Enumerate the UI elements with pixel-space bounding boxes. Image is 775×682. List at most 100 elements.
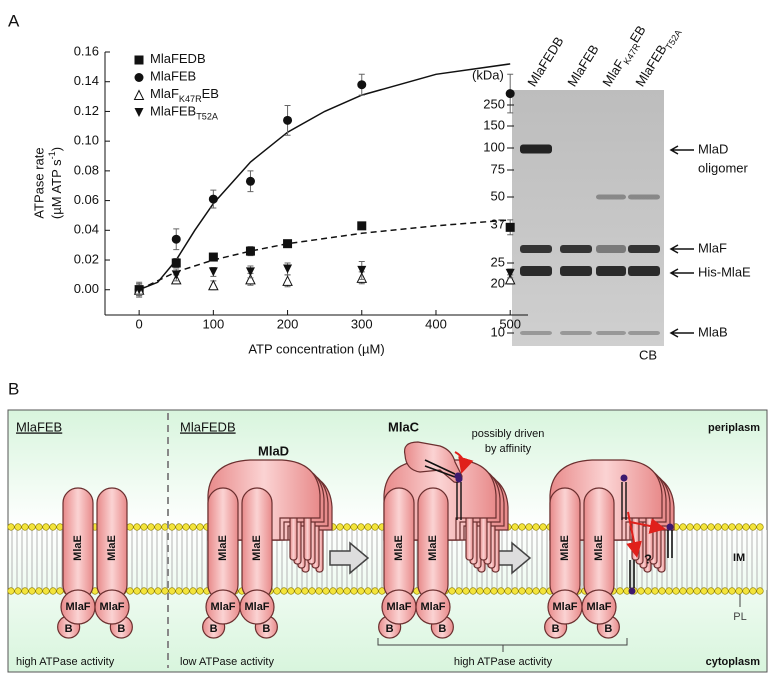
mlaF-label: MlaF — [552, 601, 577, 613]
lipid-head — [756, 523, 764, 531]
label-part: T52A — [196, 112, 219, 122]
lipid-head — [49, 523, 57, 531]
point — [505, 222, 515, 232]
mlaE-label: MlaE — [72, 535, 84, 561]
lipid-head — [644, 587, 652, 595]
band — [520, 144, 552, 154]
band — [596, 266, 626, 276]
mlaF-label: MlaF — [210, 601, 235, 613]
x-tick-label: 300 — [351, 316, 373, 331]
lipid-head — [350, 587, 358, 595]
lipid-head — [525, 587, 533, 595]
point — [357, 80, 367, 90]
lipid-head — [49, 587, 57, 595]
lipid-head — [735, 587, 743, 595]
mlaF-label: MlaF — [244, 601, 269, 613]
lipid-head — [14, 587, 22, 595]
lipid-head — [35, 587, 43, 595]
y-tick-label: 0.04 — [74, 222, 99, 237]
lipid-head — [35, 523, 43, 531]
lipid-head — [357, 523, 365, 531]
lipid-head — [168, 523, 176, 531]
lipid-head — [7, 523, 15, 531]
lipid-head — [336, 587, 344, 595]
gel-bands — [520, 144, 660, 335]
lipid-head — [140, 523, 148, 531]
band-arrow — [669, 268, 694, 278]
lipid-head — [154, 523, 162, 531]
y-tick-label: 0.02 — [74, 251, 99, 266]
red-arrow — [626, 511, 642, 558]
point — [245, 176, 255, 186]
lipid-head — [721, 523, 729, 531]
x-tick-label: 400 — [425, 316, 447, 331]
lipid-head — [749, 523, 757, 531]
label-part: MlaFEB — [565, 42, 602, 89]
lipid-head — [28, 587, 36, 595]
band — [560, 266, 592, 276]
lipid-head — [280, 587, 288, 595]
band — [596, 245, 626, 253]
lipid-head — [679, 523, 687, 531]
lipid-head — [7, 587, 15, 595]
y-tick-label: 0.06 — [74, 192, 99, 207]
mlaC-label: MlaC — [388, 419, 420, 434]
mlaB-label: B — [552, 623, 560, 635]
panel-label: B — [8, 379, 19, 398]
periplasm: periplasm — [708, 422, 760, 434]
lipid-head — [189, 587, 197, 595]
lipid-head — [686, 587, 694, 595]
header: MlaFEB — [16, 419, 62, 434]
lipid-head — [511, 587, 519, 595]
label-part: MlaFEDB — [525, 34, 567, 89]
lipid-head — [56, 587, 64, 595]
lipid-head — [707, 587, 715, 595]
point — [208, 279, 219, 291]
stain-label: CB — [639, 347, 657, 362]
band — [520, 245, 552, 253]
label-part: MlaFEB — [150, 104, 196, 119]
lipid-head — [700, 523, 708, 531]
lipid — [621, 482, 627, 520]
label-part: ) — [49, 147, 64, 151]
label-part: MlaFEDB — [150, 51, 206, 66]
lipid-head — [294, 587, 302, 595]
band-label: oligomer — [698, 160, 749, 175]
label-part: -1 — [47, 151, 57, 159]
label: MlaFEDB — [150, 51, 206, 66]
y-axis-label: ATPase rate — [31, 147, 46, 218]
marker-label: 20 — [491, 275, 505, 290]
x-tick-label: 100 — [202, 316, 224, 331]
panel-label: A — [8, 11, 20, 30]
band — [628, 245, 660, 253]
mlaE-label: MlaE — [251, 535, 263, 561]
note: by affinity — [485, 443, 532, 455]
lipid-head — [189, 523, 197, 531]
band-label: MlaF — [698, 240, 727, 255]
lipid-head — [539, 523, 547, 531]
lipid-head — [133, 587, 141, 595]
marker-label: 150 — [483, 117, 505, 132]
point — [357, 221, 367, 231]
lipid-head — [56, 523, 64, 531]
lipid-head — [756, 587, 764, 595]
lipid-head — [455, 587, 463, 595]
mlaE-label: MlaE — [393, 535, 405, 561]
membrane: IM — [733, 552, 745, 564]
point — [245, 273, 256, 285]
mlaE-label: MlaE — [559, 535, 571, 561]
lipid-head — [504, 587, 512, 595]
lipid-head — [308, 587, 316, 595]
mlaC — [403, 441, 463, 483]
lipid-head — [371, 523, 379, 531]
mlaF — [239, 589, 275, 625]
lipid-label: PL — [733, 611, 746, 623]
mlaD-leg — [289, 514, 298, 561]
y-tick-label: 0.16 — [74, 43, 99, 58]
band-label: His-MlaE — [698, 264, 751, 279]
lipid-head — [126, 587, 134, 595]
lipid-head — [539, 587, 547, 595]
point — [245, 246, 255, 256]
band-arrow — [669, 244, 694, 254]
